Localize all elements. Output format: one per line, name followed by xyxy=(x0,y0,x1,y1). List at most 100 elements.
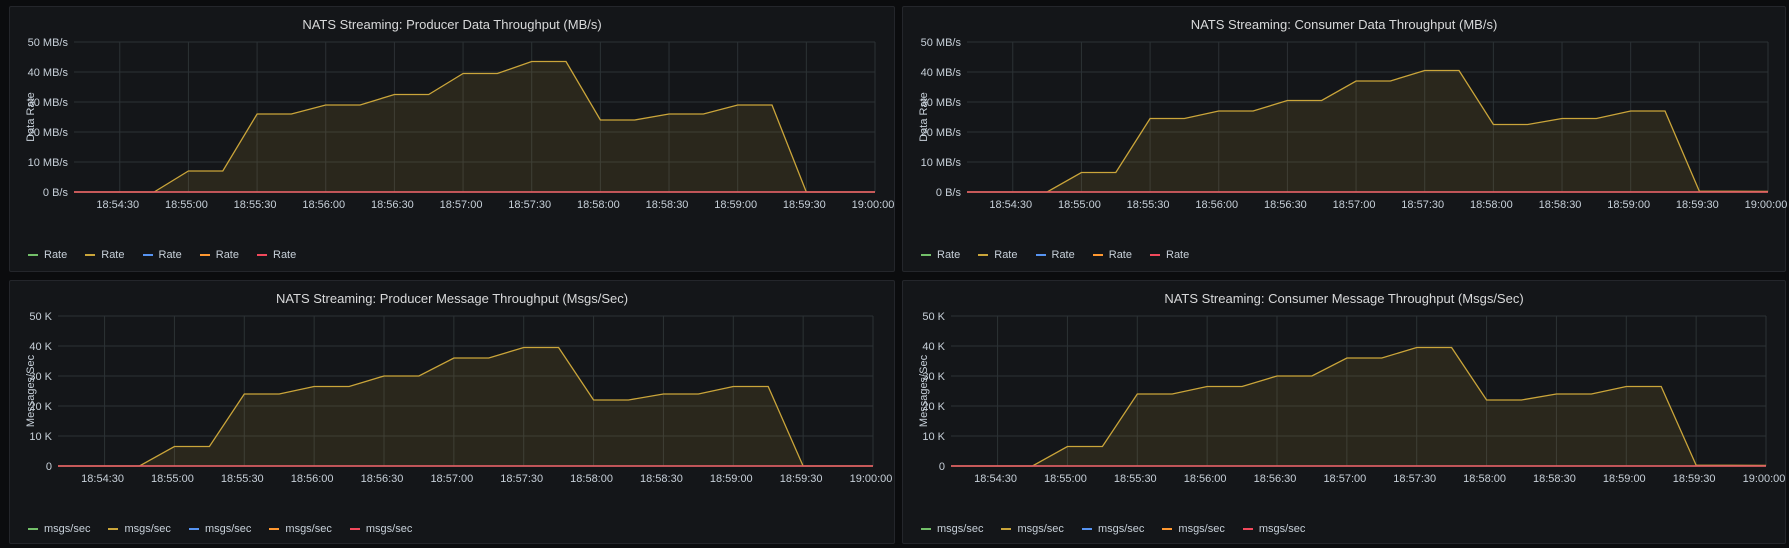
x-tick-label: 18:55:00 xyxy=(1058,199,1101,211)
legend-label: Rate xyxy=(273,249,297,261)
x-tick-label: 18:55:30 xyxy=(1114,473,1157,485)
legend-item[interactable]: msgs/sec xyxy=(349,523,412,535)
x-tick-label: 18:56:00 xyxy=(302,199,345,211)
series-line xyxy=(58,346,873,467)
legend-label: msgs/sec xyxy=(1097,523,1145,535)
legend-item[interactable]: Rate xyxy=(1092,249,1132,261)
x-tick-label: 18:58:00 xyxy=(1463,473,1506,485)
x-tick-label: 18:56:00 xyxy=(291,473,334,485)
legend-item[interactable]: Rate xyxy=(1035,249,1075,261)
panel-producer-message-throughput[interactable]: NATS Streaming: Producer Message Through… xyxy=(9,280,895,544)
x-tick-label: 18:57:30 xyxy=(500,473,543,485)
legend-item[interactable]: msgs/sec xyxy=(1162,523,1225,535)
legend-swatch xyxy=(257,254,267,256)
y-tick-label: 20 K xyxy=(922,401,945,413)
legend-label: msgs/sec xyxy=(1258,523,1306,535)
legend-swatch xyxy=(349,528,360,530)
legend-item[interactable]: Rate xyxy=(142,249,182,261)
x-tick-label: 18:59:30 xyxy=(783,199,826,211)
x-tick-label: 18:59:00 xyxy=(1607,199,1650,211)
legend-item[interactable]: Rate xyxy=(257,249,296,261)
legend-swatch xyxy=(85,254,96,256)
x-tick-label: 18:56:30 xyxy=(371,199,414,211)
y-tick-label: 50 MB/s xyxy=(28,37,69,49)
panel-title[interactable]: NATS Streaming: Producer Data Throughput… xyxy=(302,17,602,32)
x-tick-label: 18:59:30 xyxy=(1673,473,1716,485)
chart-canvas: 0 B/s 10 MB/s 20 MB/s 30 MB/s 40 MB/s 50 MB/s… xyxy=(918,37,1787,211)
legend-label: msgs/sec xyxy=(124,523,171,535)
legend-swatch xyxy=(188,528,199,530)
x-tick-label: 19:00:00 xyxy=(1745,199,1787,211)
series-area xyxy=(74,61,875,192)
legend-item[interactable]: msgs/sec xyxy=(1081,523,1145,535)
panel-consumer-message-throughput[interactable]: NATS Streaming: Consumer Message Through… xyxy=(902,280,1786,544)
legend-label: Rate xyxy=(215,249,239,261)
x-tick-label: 18:57:30 xyxy=(1393,473,1436,485)
legend-item[interactable]: msgs/sec xyxy=(269,523,332,535)
x-tick-label: 18:54:30 xyxy=(81,473,124,485)
x-tick-label: 18:59:00 xyxy=(710,473,753,485)
y-tick-label: 30 MB/s xyxy=(28,97,69,109)
x-tick-label: 18:54:30 xyxy=(989,199,1032,211)
legend-swatch xyxy=(1242,528,1253,530)
y-tick-label: 0 xyxy=(939,461,945,473)
series-area xyxy=(951,347,1766,466)
y-axis-title: Messages/Sec xyxy=(25,354,37,427)
panel-title[interactable]: NATS Streaming: Consumer Message Through… xyxy=(1164,291,1524,306)
y-axis-title: Messages/Sec xyxy=(918,354,930,427)
y-tick-label: 30 K xyxy=(922,371,945,383)
chart-canvas: 0 B/s 10 MB/s 20 MB/s 30 MB/s 40 MB/s 50 MB/s… xyxy=(25,37,895,211)
x-tick-label: 19:00:00 xyxy=(1743,473,1786,485)
legend-item[interactable]: Rate xyxy=(199,249,239,261)
x-tick-label: 18:55:00 xyxy=(165,199,208,211)
y-tick-label: 10 MB/s xyxy=(28,157,69,169)
x-tick-label: 18:57:30 xyxy=(508,199,551,211)
legend: msgs/sec msgs/sec msgs/sec msgs/sec msgs/sec xyxy=(28,523,412,535)
series-area xyxy=(967,70,1768,192)
x-tick-label: 18:59:00 xyxy=(714,199,757,211)
legend-swatch xyxy=(1035,254,1046,256)
x-tick-label: 18:56:00 xyxy=(1195,199,1238,211)
legend-item[interactable]: msgs/sec xyxy=(1242,523,1306,535)
series-line xyxy=(74,60,875,193)
x-tick-label: 18:55:00 xyxy=(151,473,194,485)
legend-item[interactable]: Rate xyxy=(85,249,125,261)
legend-item[interactable]: msgs/sec xyxy=(28,523,90,535)
x-tick-label: 18:58:30 xyxy=(1533,473,1576,485)
panel-title[interactable]: NATS Streaming: Consumer Data Throughput… xyxy=(1190,17,1498,32)
legend-item[interactable]: msgs/sec xyxy=(921,523,983,535)
legend-swatch xyxy=(921,254,931,256)
panel-title[interactable]: NATS Streaming: Producer Message Through… xyxy=(275,291,629,306)
legend-swatch xyxy=(142,254,153,256)
chart-canvas: 0 10 K 20 K 30 K 40 K 50 K 18:54:30 18:55:00 18:… xyxy=(25,311,892,485)
legend-item[interactable]: Rate xyxy=(28,249,67,261)
legend-item[interactable]: Rate xyxy=(921,249,960,261)
x-tick-label: 18:56:30 xyxy=(361,473,404,485)
legend-item[interactable]: msgs/sec xyxy=(188,523,251,535)
x-tick-label: 18:55:30 xyxy=(221,473,264,485)
x-tick-label: 19:00:00 xyxy=(852,199,895,211)
y-tick-label: 40 K xyxy=(29,341,52,353)
y-tick-label: 10 K xyxy=(922,431,945,443)
legend-swatch xyxy=(199,254,210,256)
y-tick-label: 10 MB/s xyxy=(921,157,962,169)
legend-item[interactable]: Rate xyxy=(1150,249,1189,261)
legend-swatch xyxy=(108,528,119,530)
legend-item[interactable]: msgs/sec xyxy=(1001,523,1064,535)
y-tick-label: 30 MB/s xyxy=(921,97,962,109)
y-tick-label: 30 K xyxy=(29,371,52,383)
panel-producer-data-throughput[interactable]: NATS Streaming: Producer Data Throughput… xyxy=(9,6,895,272)
legend-label: Rate xyxy=(1166,249,1190,261)
x-tick-label: 18:55:30 xyxy=(1127,199,1170,211)
panel-consumer-data-throughput[interactable]: NATS Streaming: Consumer Data Throughput… xyxy=(902,6,1787,272)
legend-swatch xyxy=(1081,528,1092,530)
legend-item[interactable]: msgs/sec xyxy=(108,523,171,535)
legend-label: Rate xyxy=(1051,249,1075,261)
legend-item[interactable]: Rate xyxy=(978,249,1018,261)
y-tick-label: 20 MB/s xyxy=(28,127,69,139)
x-tick-label: 18:58:00 xyxy=(577,199,620,211)
x-tick-label: 18:54:30 xyxy=(96,199,139,211)
x-tick-label: 18:56:30 xyxy=(1254,473,1297,485)
x-tick-label: 18:58:00 xyxy=(570,473,613,485)
legend-label: msgs/sec xyxy=(1178,523,1225,535)
